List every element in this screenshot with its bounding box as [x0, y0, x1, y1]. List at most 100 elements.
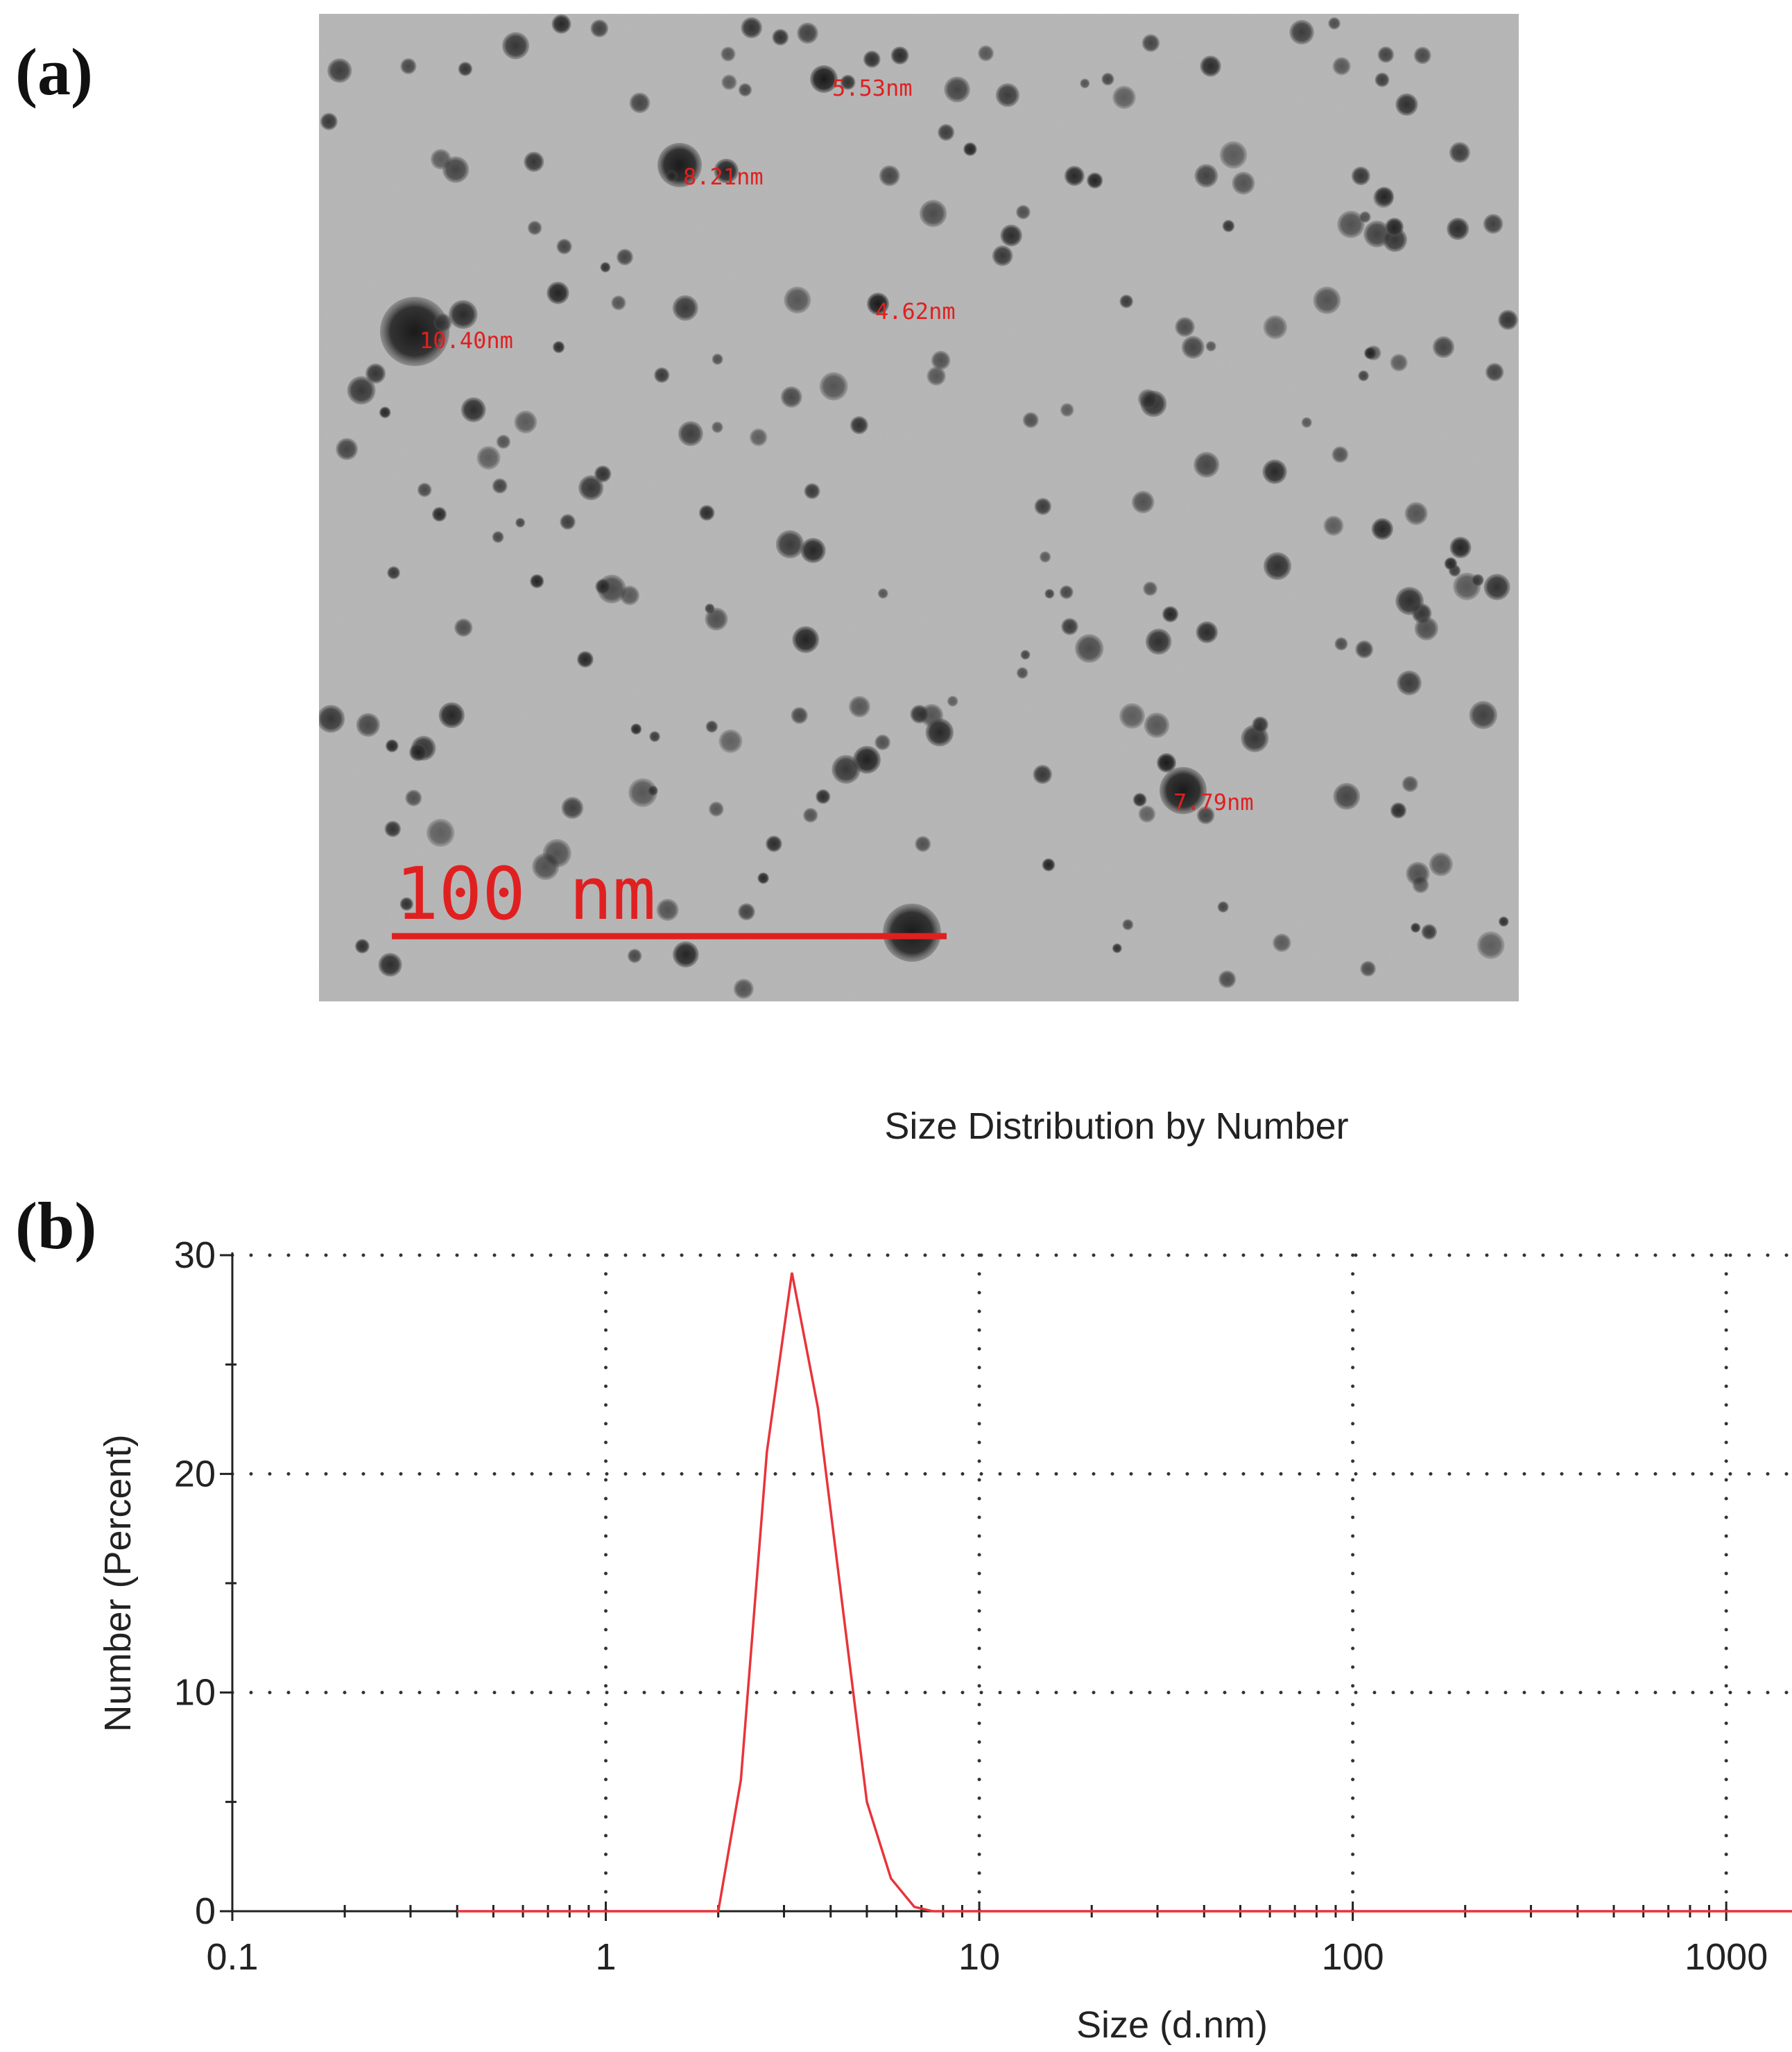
nanoparticle: [733, 978, 754, 999]
nanoparticle: [1075, 634, 1104, 663]
nanoparticle: [890, 46, 909, 64]
nanoparticle: [678, 421, 704, 447]
nanoparticle: [546, 282, 569, 304]
nanoparticle: [431, 507, 447, 522]
nanoparticle: [524, 151, 544, 172]
nanoparticle: [1138, 805, 1156, 823]
nanoparticle: [1112, 85, 1136, 110]
nanoparticle: [617, 248, 633, 266]
nanoparticle: [1205, 340, 1216, 352]
nanoparticle: [944, 76, 970, 103]
nanoparticle: [775, 530, 804, 559]
nanoparticle: [797, 22, 818, 44]
nanoparticle: [840, 74, 856, 90]
nanoparticle: [963, 142, 977, 156]
nanoparticle: [560, 514, 576, 530]
nanoparticle: [1137, 389, 1158, 409]
nanoparticles: [319, 14, 1518, 999]
nanoparticle: [721, 74, 737, 90]
nanoparticle: [803, 807, 818, 823]
nanoparticle: [810, 65, 838, 93]
nanoparticle: [1397, 670, 1422, 696]
nanoparticle: [1162, 606, 1179, 623]
nanoparticle: [1377, 46, 1395, 63]
panel-a-label: (a): [15, 35, 93, 109]
nanoparticle: [712, 353, 723, 365]
nanoparticle: [1449, 141, 1470, 163]
nanoparticle: [800, 537, 826, 563]
nanoparticle: [1059, 585, 1074, 599]
nanoparticle: [1449, 537, 1472, 558]
nanoparticle: [1219, 141, 1248, 169]
scale-bar-label: 100 nm: [395, 852, 656, 936]
nanoparticle: [492, 478, 508, 494]
nanoparticle: [449, 300, 478, 329]
nanoparticle: [1194, 451, 1220, 478]
nanoparticle: [1020, 650, 1031, 660]
nanoparticle: [578, 475, 604, 501]
nanoparticle: [705, 721, 718, 733]
nanoparticle: [1406, 861, 1430, 886]
nanoparticle: [577, 650, 594, 668]
nanoparticle: [1273, 933, 1291, 952]
nanoparticle: [378, 953, 402, 977]
nanoparticle: [1334, 637, 1348, 651]
nanoparticle: [1143, 581, 1157, 596]
y-tick-label: 10: [174, 1672, 216, 1714]
nanoparticle: [1218, 970, 1237, 988]
nanoparticle: [1385, 218, 1404, 236]
nanoparticle: [460, 397, 486, 422]
nanoparticle: [780, 386, 802, 408]
axis-ticks: [220, 1254, 1728, 1921]
nanoparticle: [387, 566, 400, 580]
nanoparticle: [1359, 211, 1371, 223]
nanoparticle: [648, 785, 658, 796]
nanoparticle: [938, 123, 955, 141]
nanoparticle: [320, 112, 338, 130]
tem-micrograph: 5.53nm 8.21nm 4.62nm 10.40nm 7.79nm 100 …: [319, 14, 1519, 1001]
measurement-label: 4.62nm: [875, 298, 956, 325]
nanoparticle: [561, 797, 584, 819]
measurement-label: 10.40nm: [420, 327, 513, 354]
nanoparticle: [1332, 57, 1351, 76]
nanoparticle: [1016, 205, 1031, 220]
nanoparticle: [877, 588, 888, 599]
x-tick-label: 1000: [1685, 1936, 1768, 1978]
nanoparticle: [1232, 171, 1255, 195]
x-tick-label: 1: [596, 1936, 617, 1978]
nanoparticle: [1080, 78, 1090, 89]
nanoparticle: [666, 170, 678, 182]
nanoparticle: [1262, 459, 1287, 484]
nanoparticle: [712, 421, 723, 433]
nanoparticle: [1263, 552, 1292, 580]
nanoparticle: [454, 618, 473, 637]
nanoparticle: [698, 505, 715, 521]
nanoparticle: [1060, 403, 1074, 417]
nanoparticle: [1196, 621, 1218, 644]
nanoparticle: [1332, 446, 1349, 463]
tem-noise: [319, 14, 1519, 1001]
nanoparticle: [919, 200, 947, 227]
nanoparticle: [718, 729, 743, 753]
nanoparticle: [995, 83, 1020, 107]
nanoparticle: [442, 156, 469, 183]
nanoparticle: [542, 838, 571, 868]
nanoparticle: [875, 734, 890, 750]
nanoparticle: [1217, 901, 1229, 913]
nanoparticle: [502, 32, 530, 60]
nanoparticle: [1421, 924, 1438, 940]
nanoparticle: [714, 158, 739, 184]
nanoparticle: [1483, 574, 1510, 601]
nanoparticle: [848, 696, 870, 718]
nanoparticle: [595, 578, 611, 594]
nanoparticle: [417, 483, 432, 497]
nanoparticle: [1181, 336, 1205, 359]
x-tick-labels: 0.1 1 10 100 1000: [206, 1936, 1768, 1978]
nanoparticle: [347, 376, 376, 405]
nanoparticle: [927, 366, 946, 386]
chart-axes: [231, 1252, 1792, 1913]
nanoparticle: [1485, 363, 1504, 381]
nanoparticle: [515, 517, 526, 528]
nanoparticle: [708, 801, 724, 817]
y-tick-label: 30: [174, 1234, 216, 1276]
